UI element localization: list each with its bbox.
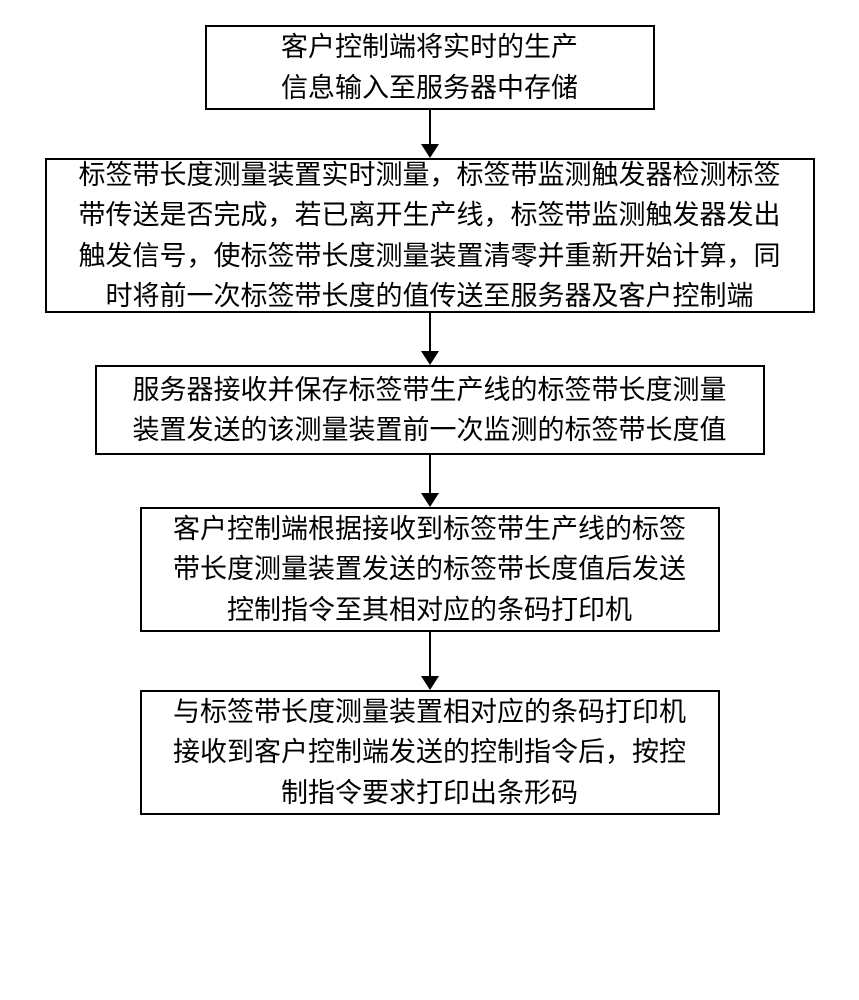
arrow-line: [429, 632, 431, 676]
flowchart-node-4: 客户控制端根据接收到标签带生产线的标签 带长度测量装置发送的标签带长度值后发送 …: [140, 507, 720, 632]
flowchart-node-2-text: 标签带长度测量装置实时测量，标签带监测触发器检测标签 带传送是否完成，若已离开生…: [79, 155, 781, 317]
arrow-head-icon: [421, 351, 439, 365]
flowchart-arrow-4: [421, 632, 439, 690]
flowchart-node-3-text: 服务器接收并保存标签带生产线的标签带长度测量 装置发送的该测量装置前一次监测的标…: [133, 370, 727, 451]
arrow-line: [429, 455, 431, 493]
flowchart-arrow-1: [421, 110, 439, 158]
arrow-line: [429, 110, 431, 144]
flowchart-node-5-text: 与标签带长度测量装置相对应的条码打印机 接收到客户控制端发送的控制指令后，按控 …: [173, 692, 686, 814]
flowchart-node-2: 标签带长度测量装置实时测量，标签带监测触发器检测标签 带传送是否完成，若已离开生…: [45, 158, 815, 313]
flowchart-arrow-3: [421, 455, 439, 507]
arrow-head-icon: [421, 676, 439, 690]
flowchart-node-3: 服务器接收并保存标签带生产线的标签带长度测量 装置发送的该测量装置前一次监测的标…: [95, 365, 765, 455]
flowchart-arrow-2: [421, 313, 439, 365]
flowchart-node-5: 与标签带长度测量装置相对应的条码打印机 接收到客户控制端发送的控制指令后，按控 …: [140, 690, 720, 815]
arrow-head-icon: [421, 493, 439, 507]
flowchart-node-4-text: 客户控制端根据接收到标签带生产线的标签 带长度测量装置发送的标签带长度值后发送 …: [173, 509, 686, 631]
arrow-line: [429, 313, 431, 351]
flowchart-node-1-text: 客户控制端将实时的生产 信息输入至服务器中存储: [281, 27, 578, 108]
flowchart-node-1: 客户控制端将实时的生产 信息输入至服务器中存储: [205, 25, 655, 110]
